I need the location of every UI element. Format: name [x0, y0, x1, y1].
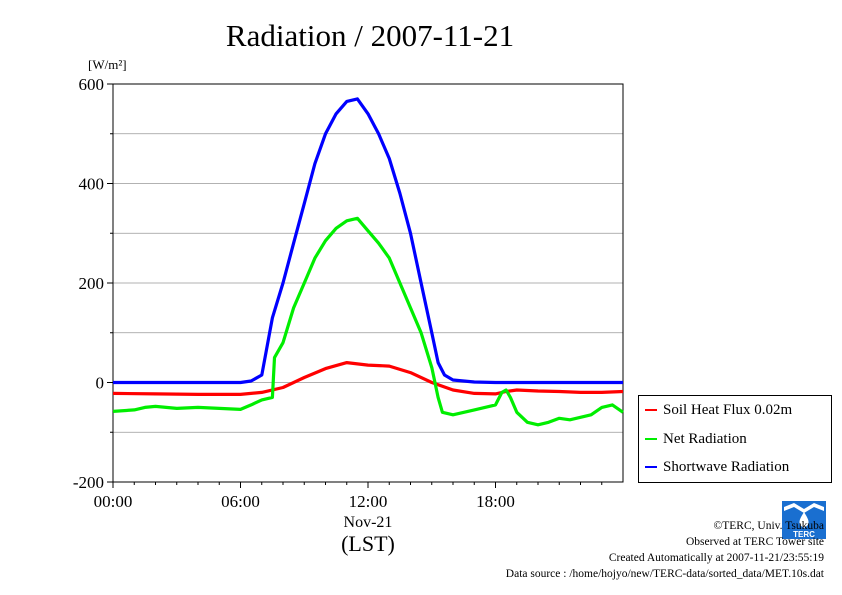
x-axis-date-label: Nov-21	[344, 514, 393, 531]
legend-label-shortwave-radiation: Shortwave Radiation	[663, 458, 790, 475]
x-tick-label: 00:00	[94, 492, 133, 511]
legend-swatch-net-radiation	[645, 438, 657, 440]
copyright-text: ©TERC, Univ. Tsukuba	[713, 520, 824, 532]
terc-logo-icon: TERC	[782, 501, 826, 539]
grid-lines	[113, 133, 623, 433]
x-tick-label: 18:00	[476, 492, 515, 511]
y-tick-label: 0	[96, 374, 105, 393]
x-axis: 00:00 06:00 12:00 18:00	[94, 482, 603, 511]
legend-label-net-radiation: Net Radiation	[663, 430, 747, 447]
logo-text: TERC	[793, 530, 815, 539]
legend-item-soil-heat-flux: Soil Heat Flux 0.02m	[645, 398, 792, 422]
legend-item-net-radiation: Net Radiation	[645, 427, 747, 451]
series-line-shortwave-radiation	[113, 97, 623, 385]
x-tick-label: 12:00	[349, 492, 388, 511]
created-text: Created Automatically at 2007-11-21/23:5…	[608, 552, 824, 564]
y-axis-label: [W/m²]	[88, 57, 127, 72]
legend-swatch-shortwave-radiation	[645, 466, 657, 468]
y-tick-label: 400	[79, 175, 105, 194]
legend-swatch-soil-heat-flux	[645, 409, 657, 411]
x-axis-label: (LST)	[341, 531, 395, 556]
y-tick-label: 200	[79, 274, 105, 293]
y-axis: 600 400 200 0 -200	[73, 75, 113, 492]
credits: ©TERC, Univ. Tsukuba Observed at TERC To…	[506, 518, 824, 582]
legend: Soil Heat Flux 0.02m Net Radiation Short…	[638, 395, 832, 483]
y-tick-label: -200	[73, 473, 104, 492]
series-line-net-radiation	[112, 216, 624, 427]
source-text: Data source : /home/hojyo/new/TERC-data/…	[505, 568, 824, 580]
series-layer	[112, 97, 624, 427]
legend-label-soil-heat-flux: Soil Heat Flux 0.02m	[663, 401, 793, 418]
x-tick-label: 06:00	[221, 492, 260, 511]
site-text: Observed at TERC Tower site	[685, 536, 824, 548]
legend-item-shortwave-radiation: Shortwave Radiation	[645, 455, 789, 479]
y-tick-label: 600	[79, 75, 105, 94]
chart-title: Radiation / 2007-11-21	[226, 18, 514, 53]
series-line-soil-heat-flux-0-02m	[112, 361, 624, 396]
